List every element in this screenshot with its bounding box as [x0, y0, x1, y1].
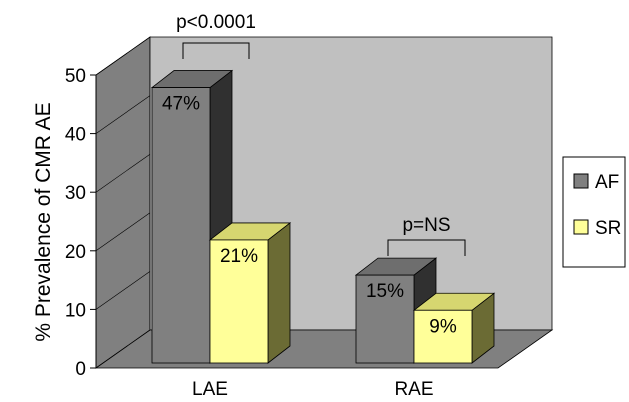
y-axis: 0 10 20 30 40 50: [65, 36, 151, 380]
bar-side: [267, 222, 291, 364]
legend-swatch: [573, 219, 589, 235]
legend: AF SR: [562, 156, 626, 268]
y-tick-label: 0: [75, 359, 86, 380]
bar-rae-sr: [413, 309, 473, 364]
y-axis-title: % Prevalence of CMR AE: [32, 102, 55, 341]
x-axis-labels: LAE RAE: [192, 379, 434, 400]
gridline-side: [95, 271, 151, 310]
y-tick-label: 50: [65, 66, 86, 87]
y-tick-label: 10: [65, 300, 86, 321]
bar-lae-af: [151, 87, 211, 364]
gridline-side: [95, 153, 151, 193]
legend-label: AF: [595, 172, 619, 193]
gridline-side: [95, 95, 151, 134]
data-label: 9%: [429, 316, 457, 337]
y-tick-label: 20: [65, 242, 86, 263]
bar-lae-sr: [209, 239, 269, 364]
data-label: 47%: [162, 94, 200, 115]
data-label: 15%: [366, 281, 404, 302]
legend-label: SR: [595, 218, 621, 239]
data-label: 21%: [220, 246, 258, 267]
gridline-side: [95, 212, 151, 252]
significance-label: p=NS: [402, 215, 450, 236]
legend-swatch: [573, 173, 589, 189]
annotations: p<0.0001 p=NS: [176, 12, 466, 256]
x-tick-label: LAE: [192, 379, 228, 400]
x-tick-label: RAE: [394, 379, 433, 400]
side-wall: [95, 36, 151, 369]
significance-bracket: [182, 42, 250, 59]
significance-bracket: [387, 239, 466, 256]
y-tick-label: 40: [65, 125, 86, 146]
gridline-side: [95, 36, 151, 76]
y-tick-label: 30: [65, 183, 86, 204]
significance-label: p<0.0001: [176, 12, 256, 33]
bars: 47% 21% 15% 9%: [150, 69, 496, 364]
legend-box: [562, 156, 626, 268]
